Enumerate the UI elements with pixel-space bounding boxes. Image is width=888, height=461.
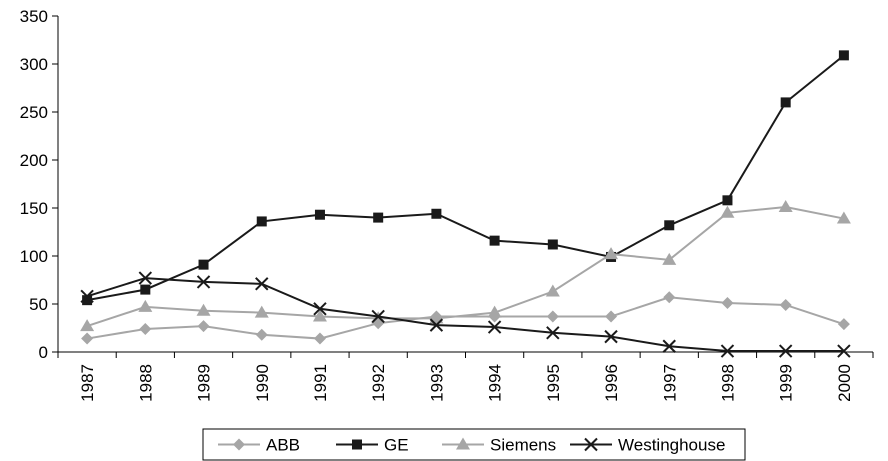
data-point-westinghouse	[662, 339, 676, 353]
data-point-ge	[780, 97, 791, 108]
data-point-ge	[373, 212, 384, 223]
data-point-westinghouse	[371, 309, 385, 324]
legend-label-abb: ABB	[266, 436, 300, 455]
data-point-westinghouse	[313, 302, 327, 316]
data-point-westinghouse	[429, 318, 444, 332]
data-point-westinghouse	[487, 320, 502, 334]
data-point-westinghouse	[720, 344, 735, 358]
data-point-ge	[547, 239, 558, 250]
data-point-westinghouse	[837, 344, 851, 358]
data-point-abb	[546, 310, 559, 323]
y-tick-label: 300	[20, 55, 48, 74]
x-tick-label: 1992	[369, 364, 388, 402]
legend-item-siemens: Siemens	[442, 436, 556, 455]
legend-label-westinghouse: Westinghouse	[618, 436, 725, 455]
data-point-westinghouse	[604, 329, 618, 344]
data-point-siemens	[312, 309, 327, 322]
chart-series	[80, 50, 851, 358]
data-point-westinghouse	[778, 344, 793, 358]
data-point-abb	[605, 310, 618, 323]
y-tick-label: 50	[29, 295, 48, 314]
y-tick-label: 150	[20, 199, 48, 218]
data-point-siemens	[254, 305, 269, 318]
chart-axes: 0 50 100 150 200 250 300 350 1987 1988 1989 1990 199…	[20, 7, 874, 402]
data-point-westinghouse	[546, 326, 560, 340]
data-point-siemens	[196, 303, 211, 316]
data-point-ge	[82, 295, 93, 306]
legend-marker-ge	[352, 439, 362, 450]
series-line-ge	[86, 54, 845, 302]
y-tick-label: 100	[20, 247, 48, 266]
x-tick-label: 1999	[777, 364, 796, 402]
x-tick-label: 1990	[253, 364, 272, 402]
legend-item-westinghouse: Westinghouse	[570, 436, 725, 455]
data-point-ge	[140, 284, 151, 295]
y-tick-label: 200	[20, 151, 48, 170]
series-ge	[82, 50, 849, 306]
series-line-westinghouse	[86, 277, 844, 353]
data-point-abb	[313, 332, 326, 345]
legend-marker-westinghouse	[584, 437, 598, 452]
data-point-abb	[81, 332, 94, 345]
x-tick-label: 1991	[311, 364, 330, 402]
data-point-abb	[779, 298, 792, 311]
data-point-siemens	[80, 319, 95, 332]
x-tick-label: 1998	[718, 364, 737, 402]
data-point-ge	[664, 220, 675, 231]
y-tick-label: 350	[20, 7, 48, 26]
data-point-westinghouse	[138, 271, 153, 285]
x-tick-label: 1994	[486, 364, 505, 402]
x-tick-label: 1987	[78, 364, 97, 402]
data-point-siemens	[604, 247, 619, 260]
data-point-siemens	[720, 205, 735, 218]
x-tick-label: 1993	[427, 364, 446, 402]
x-tick-label: 1996	[602, 364, 621, 402]
y-tick-label: 0	[39, 343, 48, 362]
data-point-ge	[198, 259, 209, 270]
legend-marker-abb	[233, 438, 245, 451]
x-tick-label: 2000	[835, 364, 854, 402]
data-point-westinghouse	[255, 277, 269, 291]
legend-label-ge: GE	[384, 436, 409, 455]
data-point-ge	[489, 235, 500, 246]
data-point-abb	[139, 322, 152, 335]
data-point-westinghouse	[196, 275, 211, 289]
y-tick-label: 250	[20, 103, 48, 122]
data-point-abb	[197, 320, 210, 333]
data-point-siemens	[545, 284, 560, 297]
chart-legend: ABB GE Siemens Westinghouse	[202, 428, 746, 461]
x-tick-label: 1997	[660, 364, 679, 402]
data-point-abb	[837, 318, 850, 331]
data-point-ge	[314, 209, 325, 220]
data-point-siemens	[487, 305, 502, 318]
x-tick-label: 1988	[136, 364, 155, 402]
x-tick-label: 1995	[544, 364, 563, 402]
data-point-abb	[255, 328, 268, 341]
legend-item-abb: ABB	[218, 436, 300, 455]
data-point-ge	[722, 195, 733, 206]
series-abb	[81, 291, 850, 345]
data-point-ge	[838, 50, 849, 61]
data-point-abb	[721, 297, 734, 310]
legend-item-ge: GE	[336, 436, 409, 455]
data-point-siemens	[836, 211, 851, 224]
data-point-westinghouse	[80, 289, 94, 304]
data-point-ge	[256, 216, 267, 227]
data-point-ge	[431, 208, 442, 219]
data-point-siemens	[662, 252, 677, 265]
series-line-siemens	[86, 206, 845, 328]
data-point-siemens	[778, 200, 793, 213]
x-tick-label: 1989	[195, 364, 214, 402]
legend-marker-siemens	[456, 437, 470, 450]
series-westinghouse	[80, 271, 851, 358]
data-point-siemens	[138, 299, 153, 312]
legend-label-siemens: Siemens	[490, 436, 556, 455]
data-point-abb	[663, 291, 676, 304]
series-siemens	[80, 200, 851, 332]
